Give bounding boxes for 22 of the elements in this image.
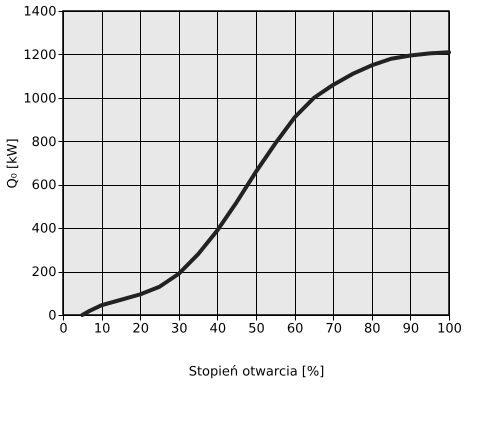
x-tick-label: 70 (325, 322, 342, 336)
x-tick-label: 40 (210, 322, 226, 336)
x-tick-label: 80 (364, 322, 381, 336)
y-tick-label: 800 (32, 134, 56, 150)
y-tick-label: 1400 (23, 4, 56, 20)
x-tick-label: 60 (286, 322, 304, 336)
x-tick-label: 0 (59, 322, 68, 336)
line-series (80, 50, 451, 317)
x-tick-label: 90 (402, 322, 420, 336)
y-tick-label: 200 (32, 265, 56, 280)
y-axis-title: Q₀ [kW] (5, 138, 20, 189)
x-tick-label: 30 (171, 322, 188, 336)
x-tick-label: 50 (248, 322, 265, 336)
x-axis-title: Stopień otwarcia [%] (188, 364, 324, 380)
x-tick-label: 10 (94, 322, 110, 336)
x-tick-label: 20 (132, 322, 149, 336)
y-tick-label: 0 (48, 308, 56, 324)
y-tick-label: 1200 (23, 48, 56, 63)
y-tick-label: 400 (32, 222, 56, 237)
y-tick-label: 1000 (23, 91, 56, 106)
x-tick-label: 100 (437, 322, 462, 336)
y-tick-label: 600 (32, 178, 56, 194)
